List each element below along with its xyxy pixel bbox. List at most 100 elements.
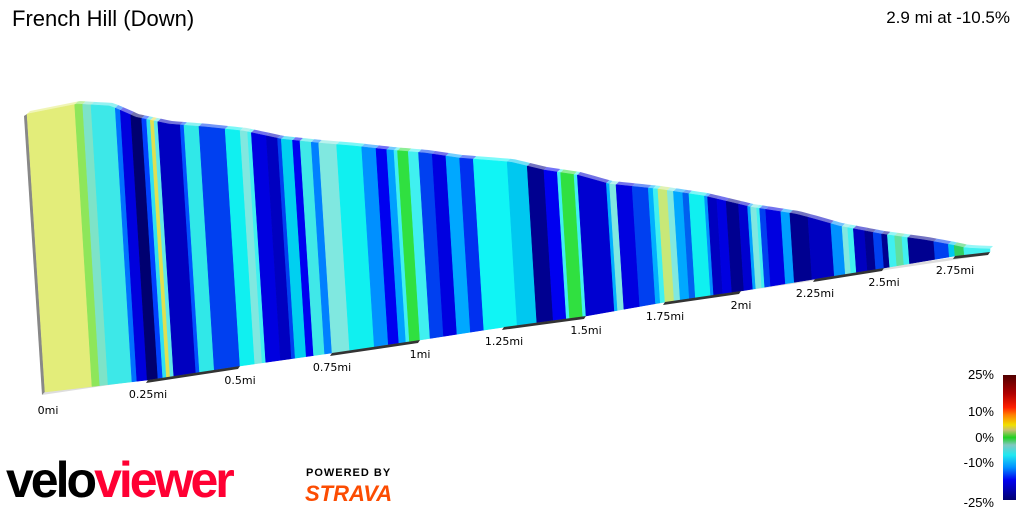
- segment-top-face: [74, 101, 86, 105]
- axis-band: [146, 366, 240, 383]
- axis-band: [330, 340, 420, 356]
- segment-top-face: [864, 227, 877, 233]
- segment-top-face: [408, 148, 422, 153]
- segment-top-face: [473, 156, 511, 162]
- segment-top-face: [397, 147, 412, 152]
- gradient-segment: [789, 212, 813, 283]
- segment-top-face: [318, 140, 340, 145]
- x-tick-label: 1.75mi: [646, 310, 684, 323]
- axis-band: [663, 291, 741, 305]
- segment-top-face: [141, 115, 150, 120]
- segment-top-face: [881, 231, 891, 235]
- segment-top-face: [198, 123, 229, 129]
- segment-top-face: [853, 225, 868, 231]
- gradient-segment: [759, 208, 771, 288]
- segment-top-face: [130, 111, 145, 119]
- gradient-segment: [907, 237, 936, 264]
- segment-top-face: [459, 155, 477, 160]
- segment-top-face: [759, 205, 769, 210]
- segment-top-face: [336, 141, 365, 147]
- legend-label: -10%: [963, 455, 994, 470]
- segment-top-face: [150, 117, 158, 121]
- segment-top-face: [225, 126, 244, 131]
- gradient-segment: [666, 190, 681, 301]
- segment-top-face: [673, 188, 686, 193]
- segment-top-face: [251, 129, 270, 136]
- segment-top-face: [247, 128, 255, 133]
- segment-top-face: [726, 198, 742, 205]
- gradient-segment: [963, 247, 991, 256]
- segment-top-face: [632, 183, 652, 188]
- segment-top-face: [445, 153, 463, 158]
- segment-top-face: [842, 223, 851, 228]
- x-tick-label: 1mi: [410, 348, 431, 361]
- segment-top-face: [154, 117, 161, 122]
- segment-top-face: [667, 187, 677, 192]
- segment-top-face: [830, 220, 846, 227]
- legend-label: 0%: [975, 430, 994, 445]
- gradient-segment: [807, 216, 835, 280]
- x-tick-label: 2.5mi: [868, 276, 899, 289]
- segment-top-face: [682, 189, 692, 194]
- segment-top-face: [704, 193, 711, 197]
- segment-top-face: [299, 138, 315, 143]
- segment-top-face: [716, 195, 730, 202]
- segment-top-face: [418, 149, 436, 154]
- segment-top-face: [747, 203, 754, 207]
- gradient-segment: [841, 226, 852, 275]
- segment-top-face: [180, 121, 187, 126]
- segment-top-face: [954, 242, 967, 248]
- segment-top-face: [292, 137, 303, 141]
- segment-top-face: [653, 185, 661, 189]
- gradient-segment: [933, 241, 950, 260]
- segment-top-face: [847, 224, 857, 229]
- axis-band: [502, 316, 586, 330]
- strava-logo: STRAVA: [305, 481, 393, 506]
- segment-summary: 2.9 mi at -10.5%: [886, 8, 1010, 27]
- segment-top-face: [27, 101, 78, 114]
- segment-top-face: [606, 180, 613, 184]
- segment-top-face: [688, 190, 708, 196]
- veloviewer-logo: veloviewer: [6, 452, 235, 508]
- segment-top-face: [432, 151, 449, 156]
- segment-top-face: [82, 101, 94, 105]
- x-tick-label: 0mi: [38, 404, 59, 417]
- segment-top-face: [577, 172, 610, 184]
- segment-top-face: [543, 167, 561, 172]
- x-tick-label: 2mi: [731, 299, 752, 312]
- x-tick-label: 1.5mi: [570, 324, 601, 337]
- segment-top-face: [146, 116, 154, 121]
- gradient-segment: [375, 148, 400, 345]
- x-tick-label: 2.75mi: [936, 264, 974, 277]
- segment-top-face: [386, 146, 397, 151]
- x-tick-label: 1.25mi: [485, 335, 523, 348]
- segment-top-face: [907, 234, 937, 242]
- segment-top-face: [183, 122, 202, 127]
- segment-top-face: [765, 206, 784, 212]
- legend-label: 25%: [967, 367, 994, 382]
- segment-top-face: [311, 139, 322, 143]
- segment-top-face: [609, 181, 619, 185]
- axis-band: [953, 252, 990, 259]
- segment-top-face: [963, 244, 993, 249]
- segment-top-face: [527, 163, 547, 170]
- segment-top-face: [780, 208, 793, 214]
- segment-top-face: [901, 233, 911, 238]
- segment-top-face: [266, 132, 281, 139]
- segment-top-face: [507, 158, 531, 166]
- segment-top-face: [560, 169, 577, 175]
- segment-top-face: [615, 181, 636, 187]
- segment-top-face: [361, 143, 379, 149]
- legend-label: 10%: [967, 404, 994, 419]
- segment-title: French Hill (Down): [12, 6, 195, 31]
- x-tick-label: 2.25mi: [796, 287, 834, 300]
- segment-top-face: [933, 238, 952, 245]
- gradient-segment: [386, 149, 407, 344]
- gradient-segment: [407, 151, 431, 341]
- segment-top-face: [115, 105, 124, 111]
- segment-top-face: [393, 147, 401, 151]
- segment-top-face: [240, 127, 251, 132]
- segment-top-face: [120, 107, 134, 115]
- segment-top-face: [738, 201, 751, 207]
